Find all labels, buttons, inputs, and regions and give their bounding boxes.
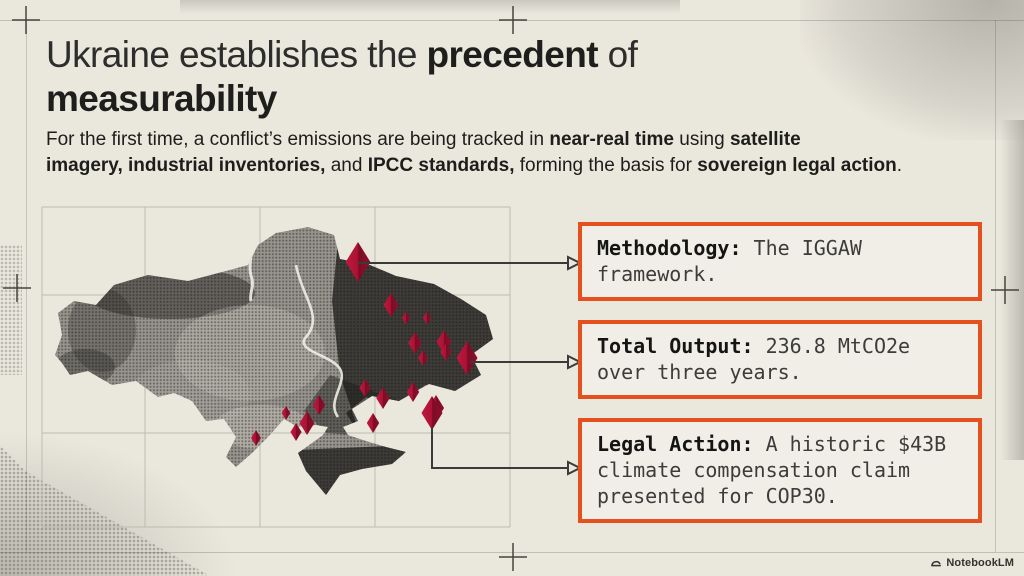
emission-marker-diamond (418, 350, 428, 366)
callout-label: Methodology: (597, 236, 742, 260)
emission-marker-diamond (376, 387, 390, 409)
callout-connectors (358, 255, 583, 476)
registration-cross (499, 543, 527, 571)
callout-label: Legal Action: (597, 432, 754, 456)
notebooklm-branding: NotebookLM (930, 557, 1014, 569)
emission-marker-diamond (440, 343, 452, 361)
emission-marker-diamond (290, 423, 302, 441)
registration-cross (991, 276, 1019, 304)
notebooklm-label: NotebookLM (946, 557, 1014, 569)
callout-total-output: Total Output: 236.8 MtCO2e over three ye… (578, 320, 982, 399)
emission-marker-diamond (383, 293, 399, 317)
frame-line-right (995, 20, 996, 552)
emission-marker-diamond (366, 413, 380, 433)
frame-line-left (26, 20, 27, 552)
emission-markers (251, 242, 478, 446)
callout-value: A historic $43B climate compensation cla… (597, 432, 947, 508)
emission-marker-diamond (251, 430, 261, 446)
emission-marker-diamond (408, 332, 422, 354)
arrowhead-icon (567, 354, 583, 370)
emission-marker-diamond (312, 395, 326, 415)
page-subtitle: For the first time, a conflict’s emissio… (46, 129, 903, 176)
notebooklm-logo-icon (931, 560, 942, 567)
connector-line-legal-action (431, 427, 568, 469)
arrowhead-icon (567, 255, 583, 271)
emission-marker-diamond (281, 406, 291, 420)
callout-value: 236.8 MtCO2e over three years. (597, 334, 911, 384)
emission-marker-diamond (456, 341, 478, 375)
emission-marker-diamond (359, 379, 371, 397)
registration-cross (12, 6, 40, 34)
callout-legal-action: Legal Action: A historic $43B climate co… (578, 418, 982, 523)
emission-marker-diamond (401, 311, 411, 325)
ukraine-silhouette (55, 227, 493, 495)
grunge-texture-left-edge (0, 245, 22, 375)
grunge-texture-top-right (800, 0, 1024, 140)
grunge-texture-top-edge (180, 0, 680, 14)
emission-marker-diamond (421, 396, 443, 430)
emission-marker-diamond (422, 311, 432, 325)
arrowhead-icon (567, 460, 583, 476)
callout-label: Total Output: (597, 334, 754, 358)
page-title: Ukraine establishes the precedent of meas… (46, 34, 638, 119)
callout-value: The IGGAW framework. (597, 236, 862, 286)
emission-marker-diamond (406, 382, 420, 402)
registration-cross (499, 6, 527, 34)
callout-methodology: Methodology: The IGGAW framework. (578, 222, 982, 301)
emission-marker-diamond (299, 411, 315, 435)
dnipro-river (294, 264, 343, 418)
registration-cross (3, 274, 31, 302)
ukraine-map (41, 206, 583, 528)
